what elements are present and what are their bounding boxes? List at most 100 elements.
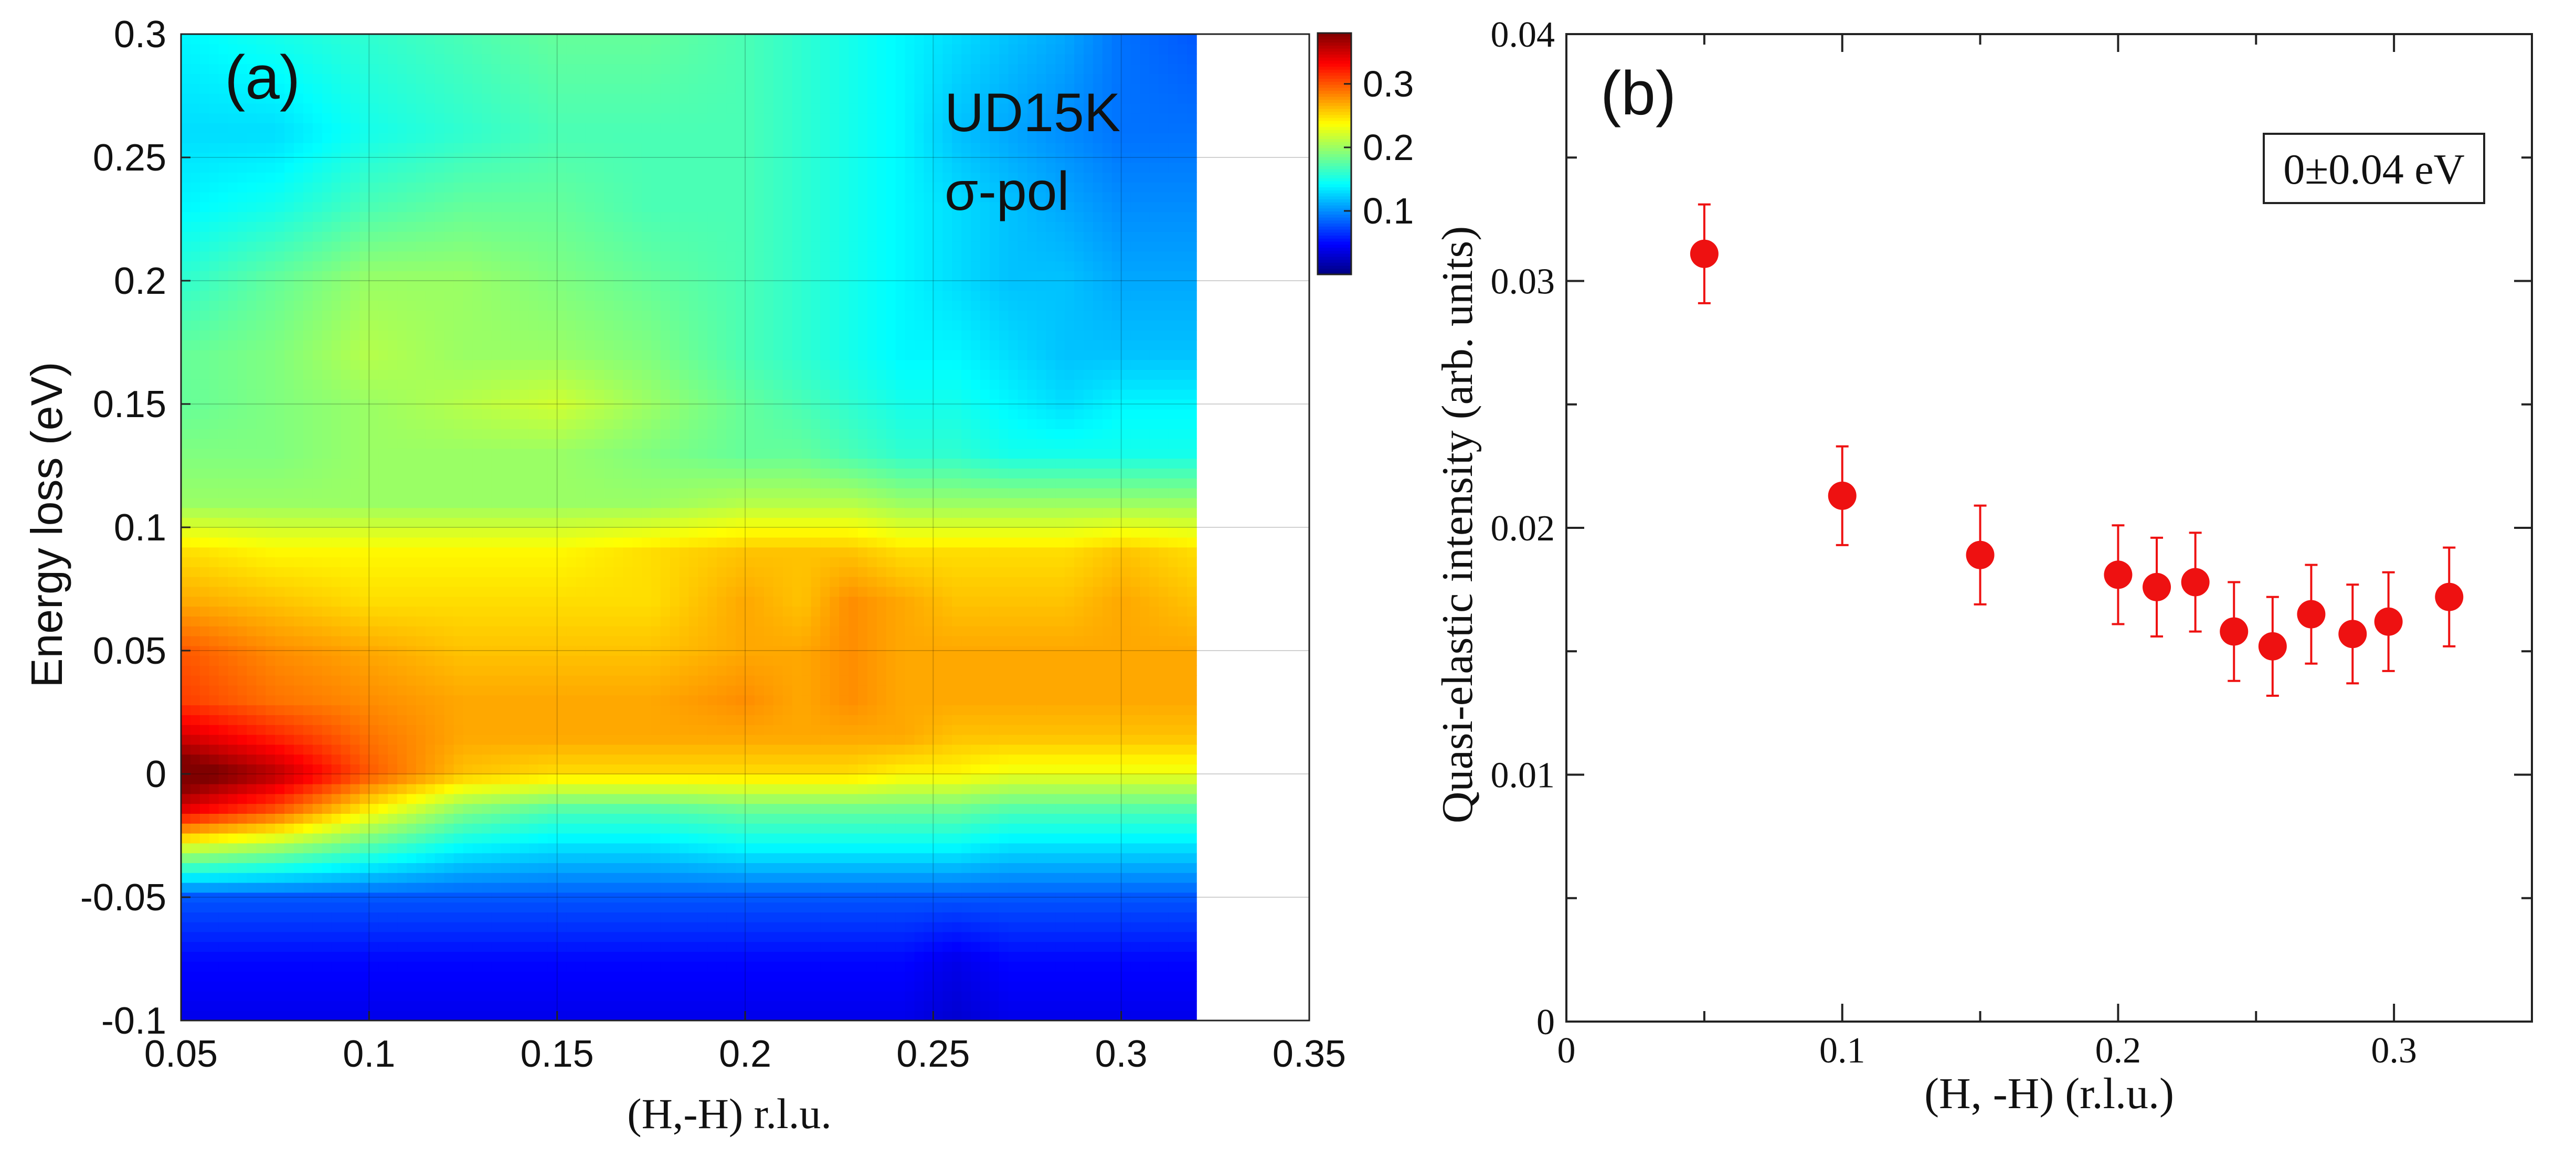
heatmap-cell (886, 774, 896, 784)
heatmap-cell (801, 635, 812, 646)
heatmap-cell (745, 577, 755, 587)
heatmap-cell (830, 971, 840, 982)
heatmap-cell (867, 626, 877, 636)
heatmap-cell (190, 635, 200, 646)
heatmap-cell (651, 695, 661, 706)
heatmap-cell (388, 941, 398, 952)
heatmap-cell (1187, 823, 1197, 834)
heatmap-cell (942, 764, 952, 774)
heatmap-cell (623, 567, 633, 577)
heatmap-cell (190, 665, 200, 676)
heatmap-cell (717, 606, 727, 617)
heatmap-cell (849, 754, 858, 764)
heatmap-cell (895, 1001, 906, 1011)
heatmap-cell (670, 577, 680, 587)
heatmap-cell (359, 941, 370, 952)
heatmap-cell (999, 902, 1009, 912)
heatmap-cell (1178, 902, 1188, 912)
heatmap-cell (1046, 567, 1056, 577)
heatmap-cell (999, 991, 1009, 1002)
heatmap-cell (434, 961, 445, 972)
heatmap-cell (576, 606, 586, 617)
heatmap-cell (294, 596, 304, 607)
heatmap-cell (952, 655, 962, 666)
heatmap-cell (849, 783, 858, 794)
heatmap-cell (1074, 616, 1084, 626)
heatmap-cell (294, 586, 304, 597)
heatmap-cell (1065, 635, 1075, 646)
heatmap-cell (444, 931, 454, 942)
heatmap-cell (1149, 734, 1160, 745)
heatmap-cell (660, 833, 671, 844)
heatmap-cell (1178, 715, 1188, 725)
heatmap-cell (1027, 912, 1037, 922)
heatmap-cell (707, 833, 718, 844)
heatmap-cell (547, 685, 558, 696)
heatmap-cell (670, 931, 680, 942)
heatmap-cell (971, 645, 981, 656)
heatmap-cell (528, 882, 539, 893)
heatmap-cell (849, 626, 858, 636)
heatmap-cell (491, 635, 501, 646)
heatmap-cell (849, 951, 858, 962)
heatmap-cell (830, 961, 840, 972)
heatmap-cell (434, 813, 445, 824)
heatmap-cell (397, 606, 407, 617)
heatmap-cell (971, 1001, 981, 1011)
heatmap-cell (538, 922, 548, 932)
heatmap-cell (520, 803, 529, 814)
heatmap-cell (303, 892, 313, 903)
heatmap-cell (1084, 803, 1094, 814)
heatmap-cell (425, 971, 436, 982)
heatmap-cell (538, 725, 548, 735)
heatmap-cell (736, 892, 746, 903)
heatmap-cell (961, 981, 971, 992)
heatmap-cell (623, 892, 633, 903)
heatmap-cell (510, 626, 520, 636)
heatmap-cell (660, 863, 671, 873)
heatmap-cell (782, 971, 793, 982)
heatmap-cell (651, 863, 661, 873)
heatmap-cell (547, 754, 558, 764)
heatmap-cell (811, 655, 821, 666)
heatmap-cell (942, 793, 952, 804)
heatmap-cell (660, 567, 671, 577)
heatmap-cell (557, 833, 567, 844)
heatmap-cell (312, 833, 323, 844)
heatmap-cell (764, 863, 774, 873)
heatmap-cell (1093, 1011, 1103, 1021)
heatmap-cell (971, 892, 981, 903)
heatmap-cell (341, 892, 351, 903)
heatmap-cell (980, 754, 990, 764)
heatmap-cell (604, 606, 614, 617)
heatmap-cell (190, 606, 200, 617)
heatmap-cell (322, 705, 332, 715)
heatmap-cell (811, 586, 821, 597)
heatmap-cell (434, 596, 445, 607)
heatmap-cell (237, 951, 248, 962)
heatmap-cell (726, 606, 736, 617)
heatmap-cell (218, 793, 229, 804)
heatmap-cell (434, 744, 445, 755)
heatmap-cell (754, 922, 765, 932)
heatmap-cell (1065, 783, 1075, 794)
heatmap-cell (472, 567, 483, 577)
heatmap-cell (980, 685, 990, 696)
heatmap-cell (820, 626, 831, 636)
heatmap-cell (520, 922, 529, 932)
heatmap-cell (961, 626, 971, 636)
heatmap-cell (576, 951, 586, 962)
heatmap-cell (764, 941, 774, 952)
heatmap-cell (670, 586, 680, 597)
heatmap-cell (322, 577, 332, 587)
heatmap-cell (613, 635, 623, 646)
heatmap-cell (294, 764, 304, 774)
heatmap-cell (914, 635, 925, 646)
heatmap-cell (952, 567, 962, 577)
heatmap-cell (275, 863, 285, 873)
heatmap-cell (585, 981, 596, 992)
heatmap-cell (1055, 863, 1065, 873)
heatmap-cell (736, 774, 746, 784)
heatmap-cell (322, 991, 332, 1002)
heatmap-cell (1111, 715, 1122, 725)
